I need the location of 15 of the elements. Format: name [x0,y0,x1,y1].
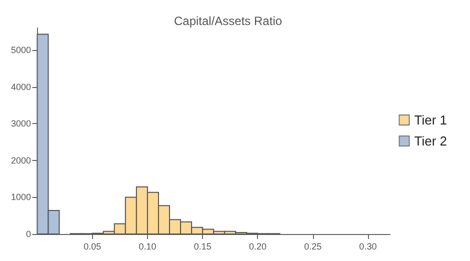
y-tick-label: 2000 [10,155,32,166]
y-tick-label: 1000 [10,192,32,202]
x-tick-label: 0.25 [304,242,322,252]
legend-label: Tier 1 [414,112,447,128]
y-tick-label: 5000 [10,45,32,56]
x-tick-label: 0.30 [359,242,377,252]
x-tick-label: 0.20 [248,242,266,252]
x-tick-label: 0.10 [138,242,156,252]
x-tick-label: 0.05 [84,242,102,252]
y-tick-label: 0 [26,229,32,239]
legend-label: Tier 2 [414,134,447,148]
y-tick-label: 4000 [10,82,32,92]
x-tick-label: 0.15 [194,242,212,252]
chart-title: Capital/Assets Ratio [174,14,282,28]
y-tick-label: 3000 [10,118,32,129]
